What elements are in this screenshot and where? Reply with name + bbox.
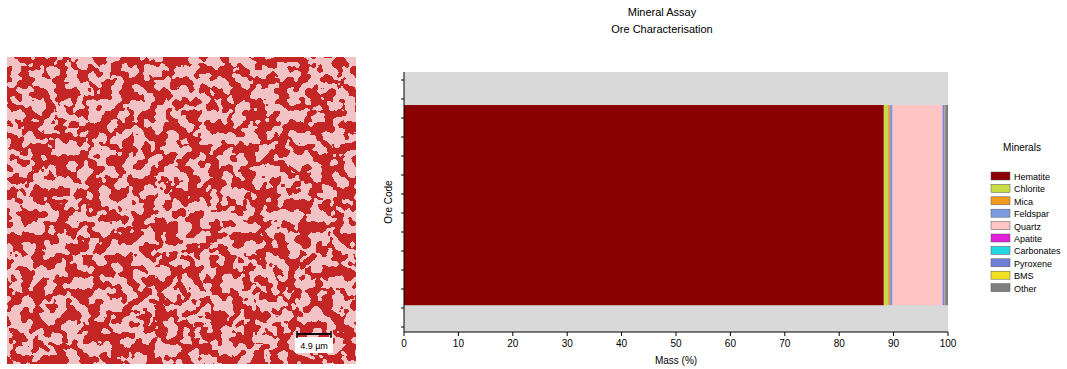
y-axis-minor-tick [401, 308, 404, 309]
scale-bar: 4.9 µm [295, 331, 333, 353]
legend-label: Hematite [1014, 172, 1050, 182]
bar-segment [893, 105, 943, 305]
y-axis-minor-tick [401, 213, 404, 214]
legend-title: Minerals [1003, 142, 1041, 153]
y-axis-minor-tick [401, 251, 404, 252]
x-tick [784, 332, 785, 336]
x-tick [567, 332, 568, 336]
bar-segment [945, 105, 948, 305]
y-axis-minor-tick [401, 156, 404, 157]
map-background [7, 57, 356, 364]
x-tick [893, 332, 894, 336]
x-tick [948, 332, 949, 336]
y-axis-minor-tick [401, 80, 404, 81]
legend-swatch [991, 197, 1010, 205]
x-tick [404, 332, 405, 336]
bar-segment [884, 105, 888, 305]
scale-bar-box [295, 337, 333, 353]
x-tick [730, 332, 731, 336]
legend-swatch [991, 259, 1010, 267]
y-axis-minor-tick [401, 175, 404, 176]
x-tick-label: 50 [670, 338, 682, 349]
y-axis-minor-tick [401, 232, 404, 233]
legend-label: Carbonates [1014, 246, 1061, 256]
y-axis-minor-tick [401, 270, 404, 271]
y-axis-minor-tick [401, 194, 404, 195]
bars [404, 105, 948, 305]
x-tick [458, 332, 459, 336]
legend: Minerals Hematite Chlorite Mica Feldspar Quar… [991, 142, 1061, 294]
legend-label: Mica [1014, 197, 1033, 207]
x-tick-label: 30 [562, 338, 574, 349]
mineral-map: 4.9 µm [7, 57, 356, 364]
chart-subtitle: Ore Characterisation [611, 23, 713, 35]
plot-area [404, 72, 948, 332]
scale-bar-label: 4.9 µm [300, 341, 328, 351]
y-axis-minor-tick [401, 289, 404, 290]
legend-swatch [991, 284, 1010, 292]
y-axis-line [404, 72, 405, 332]
x-tick [621, 332, 622, 336]
x-tick-label: 100 [940, 338, 957, 349]
legend-label: Feldspar [1014, 209, 1049, 219]
bar-segment [890, 105, 893, 305]
x-tick-label: 90 [888, 338, 900, 349]
x-tick [512, 332, 513, 336]
map-texture [7, 57, 356, 364]
y-axis-label: Ore Code [383, 180, 394, 224]
legend-swatch [991, 246, 1010, 254]
x-tick-label: 40 [616, 338, 628, 349]
y-axis-minor-tick [401, 327, 404, 328]
scale-bar-line [297, 333, 331, 335]
x-tick [676, 332, 677, 336]
figure: 4.9 µm Mineral Assay Ore Characterisation 0… [0, 0, 1067, 369]
legend-label: Pyroxene [1014, 259, 1052, 269]
legend-label: Other [1014, 284, 1037, 294]
x-tick-label: 80 [834, 338, 846, 349]
x-tick [839, 332, 840, 336]
chart-title: Mineral Assay [628, 6, 697, 18]
legend-swatch [991, 234, 1010, 242]
bar-segment [943, 105, 945, 305]
legend-label: Apatite [1014, 234, 1042, 244]
x-tick-label: 70 [779, 338, 791, 349]
background [0, 0, 1067, 369]
x-tick-label: 60 [725, 338, 737, 349]
bar-segment [404, 105, 884, 305]
x-axis-label: Mass (%) [655, 355, 697, 366]
legend-swatch [991, 184, 1010, 192]
y-axis-minor-tick [401, 118, 404, 119]
scale-bar-end [330, 331, 332, 338]
scale-bar-end [296, 331, 298, 338]
legend-label: Quartz [1014, 222, 1042, 232]
legend-swatch [991, 222, 1010, 230]
x-tick-label: 0 [401, 338, 407, 349]
legend-swatch [991, 271, 1010, 279]
legend-swatch [991, 209, 1010, 217]
legend-label: Chlorite [1014, 184, 1045, 194]
x-tick-label: 20 [507, 338, 519, 349]
legend-swatch [991, 172, 1010, 180]
legend-label: BMS [1014, 271, 1034, 281]
x-tick-label: 10 [453, 338, 465, 349]
bar-segment [888, 105, 890, 305]
y-axis-minor-tick [401, 99, 404, 100]
y-axis-minor-tick [401, 137, 404, 138]
